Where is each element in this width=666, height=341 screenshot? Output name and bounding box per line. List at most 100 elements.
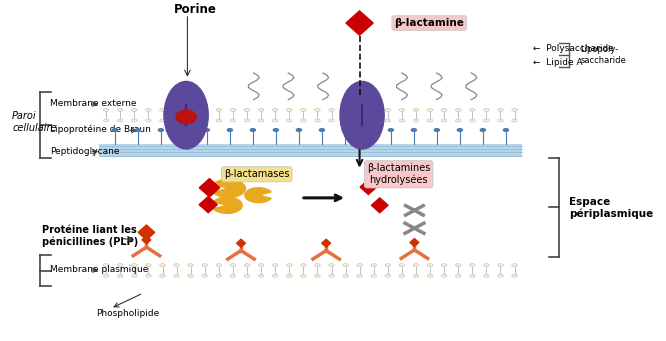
Circle shape <box>470 108 475 112</box>
Circle shape <box>343 108 348 112</box>
Circle shape <box>230 274 236 277</box>
Circle shape <box>272 264 278 267</box>
Circle shape <box>412 129 416 131</box>
Circle shape <box>244 274 250 277</box>
Text: Phospholipide: Phospholipide <box>96 309 159 318</box>
Circle shape <box>230 108 236 112</box>
Circle shape <box>159 129 163 131</box>
Circle shape <box>216 264 222 267</box>
Circle shape <box>343 264 348 267</box>
Polygon shape <box>322 239 330 247</box>
Circle shape <box>428 264 433 267</box>
Ellipse shape <box>164 81 208 149</box>
Circle shape <box>314 119 320 122</box>
Circle shape <box>399 274 405 277</box>
Circle shape <box>258 264 264 267</box>
Wedge shape <box>213 197 242 213</box>
Circle shape <box>146 274 151 277</box>
Circle shape <box>498 119 503 122</box>
Polygon shape <box>142 236 151 244</box>
Circle shape <box>132 274 137 277</box>
Circle shape <box>272 119 278 122</box>
Wedge shape <box>245 188 271 203</box>
Text: Protéine liant les
pénicillines (PLP): Protéine liant les pénicillines (PLP) <box>43 225 139 247</box>
Circle shape <box>442 108 447 112</box>
Circle shape <box>442 119 447 122</box>
Circle shape <box>202 264 208 267</box>
Circle shape <box>113 129 117 131</box>
Circle shape <box>428 274 433 277</box>
Circle shape <box>399 119 405 122</box>
Text: Membrane plasmique: Membrane plasmique <box>50 265 149 274</box>
Circle shape <box>117 274 123 277</box>
Circle shape <box>132 264 137 267</box>
Circle shape <box>244 119 250 122</box>
Circle shape <box>442 264 447 267</box>
Circle shape <box>227 129 232 131</box>
Circle shape <box>103 119 109 122</box>
Text: Porine: Porine <box>174 3 217 16</box>
Circle shape <box>230 264 236 267</box>
Circle shape <box>286 119 292 122</box>
Circle shape <box>413 274 419 277</box>
Text: Paroi
cellulaire: Paroi cellulaire <box>12 111 57 133</box>
Circle shape <box>300 274 306 277</box>
Circle shape <box>456 108 461 112</box>
Text: Lipoprotéine de Braun: Lipoprotéine de Braun <box>50 125 151 134</box>
Circle shape <box>160 264 165 267</box>
Circle shape <box>135 129 141 131</box>
Circle shape <box>117 119 123 122</box>
Circle shape <box>484 119 490 122</box>
Circle shape <box>300 119 306 122</box>
Circle shape <box>371 264 376 267</box>
Circle shape <box>357 119 362 122</box>
Circle shape <box>296 129 302 131</box>
Circle shape <box>484 264 490 267</box>
Text: Lipopoly-
saccharide: Lipopoly- saccharide <box>580 45 626 65</box>
Circle shape <box>174 264 179 267</box>
Circle shape <box>174 119 179 122</box>
Circle shape <box>428 119 433 122</box>
Circle shape <box>103 108 109 112</box>
Circle shape <box>388 129 394 131</box>
Circle shape <box>244 264 250 267</box>
Circle shape <box>202 274 208 277</box>
Circle shape <box>399 108 405 112</box>
Circle shape <box>484 108 490 112</box>
Circle shape <box>103 274 109 277</box>
Circle shape <box>272 108 278 112</box>
Text: β-lactamines
hydrolysées: β-lactamines hydrolysées <box>367 163 430 186</box>
Text: ←  Lipide A: ← Lipide A <box>533 58 583 67</box>
Circle shape <box>174 274 179 277</box>
Circle shape <box>428 108 433 112</box>
Polygon shape <box>410 239 419 247</box>
Circle shape <box>314 108 320 112</box>
FancyBboxPatch shape <box>99 144 521 157</box>
Circle shape <box>181 129 186 131</box>
Circle shape <box>244 108 250 112</box>
Circle shape <box>286 274 292 277</box>
Circle shape <box>371 108 376 112</box>
Circle shape <box>132 108 137 112</box>
Circle shape <box>314 264 320 267</box>
Circle shape <box>385 108 391 112</box>
Circle shape <box>357 274 362 277</box>
Ellipse shape <box>176 110 196 123</box>
Circle shape <box>329 119 334 122</box>
Polygon shape <box>199 179 220 197</box>
Circle shape <box>286 264 292 267</box>
Polygon shape <box>138 225 155 240</box>
Circle shape <box>272 274 278 277</box>
Circle shape <box>117 264 123 267</box>
Circle shape <box>216 108 222 112</box>
Circle shape <box>498 264 503 267</box>
Circle shape <box>503 129 508 131</box>
Circle shape <box>174 108 179 112</box>
Circle shape <box>385 264 391 267</box>
Circle shape <box>117 108 123 112</box>
Polygon shape <box>199 196 217 213</box>
Circle shape <box>216 119 222 122</box>
Circle shape <box>511 119 517 122</box>
Circle shape <box>258 274 264 277</box>
Circle shape <box>456 274 461 277</box>
